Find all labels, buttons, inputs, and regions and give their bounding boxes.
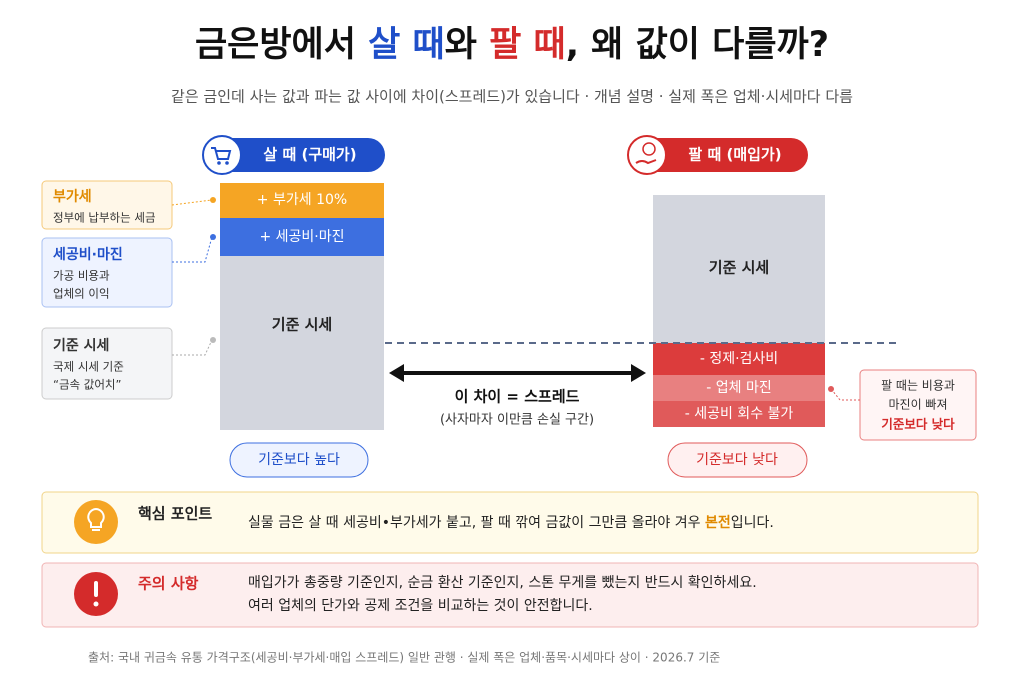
source: 출처: 국내 귀금속 유통 가격구조(세공비·부가세·매입 스프레드) 일반 관…: [88, 650, 720, 665]
callout-text: “금속 값어치”: [53, 378, 121, 392]
key-point-box: [41, 491, 979, 554]
callout: [859, 369, 977, 441]
spread-note: (사자마자 이만큼 손실 구간): [440, 413, 594, 428]
cart-icon: [225, 161, 229, 165]
text-part: 실물 금은 살 때 세공비•부가세가 붙고, 팔 때 깎여 금값이 그만큼 올라…: [248, 515, 705, 531]
text-part: 입니다.: [731, 515, 774, 531]
title: 금은방에서 살 때와 팔 때, 왜 값이 다를까?: [195, 25, 829, 65]
sell-header: [628, 138, 808, 172]
bulb-icon: [74, 500, 118, 544]
margin-segment: [220, 218, 384, 256]
callout-text: 마진이 빠져: [888, 398, 947, 412]
callout-text: 정부에 납부하는 세금: [53, 211, 156, 225]
caution-text: 매입가가 총중량 기준인지, 순금 환산 기준인지, 스톤 무게를 뺐는지 반드…: [248, 575, 757, 591]
title-part: 금은방에서: [195, 25, 368, 65]
callout-title: 세공비·마진: [53, 246, 123, 263]
badge-label: 기준보다 높다: [258, 452, 340, 468]
callout-text: 국제 시세 기준: [53, 360, 124, 374]
callout-title: 기준 시세: [53, 338, 109, 354]
cart-icon: [202, 135, 242, 175]
title-sell: 팔 때: [489, 25, 566, 65]
connector: [172, 236, 213, 263]
segment-label: + 세공비·마진: [259, 229, 344, 245]
deduction-segment: [653, 375, 825, 401]
warning-icon: [94, 581, 98, 597]
cart-icon: [217, 161, 221, 165]
sell-label: 팔 때 (매입가): [688, 146, 781, 164]
sell-badge: [667, 442, 808, 478]
segment-label: 기준 시세: [709, 259, 769, 277]
deduction-segment: [653, 343, 825, 375]
callout-text: 팔 때는 비용과: [881, 379, 955, 393]
callout-text: 업체의 이익: [53, 287, 110, 301]
caution-box: [41, 562, 979, 628]
badge-label: 기준보다 낮다: [696, 452, 778, 468]
segment-label: - 업체 마진: [706, 380, 771, 396]
key-point-title: 핵심 포인트: [138, 505, 212, 523]
title-part: 와: [445, 25, 489, 65]
buy-header: [205, 138, 385, 172]
base-segment: [653, 195, 825, 343]
title-buy: 살 때: [368, 25, 445, 65]
connector: [172, 339, 213, 356]
buy-label: 살 때 (구매가): [263, 146, 356, 164]
sell-icon: [635, 159, 657, 165]
connector-dot: [210, 197, 216, 203]
sell-icon: [642, 142, 656, 156]
callout: [41, 327, 173, 400]
cart-icon: [211, 147, 232, 160]
base-segment: [220, 256, 384, 430]
connector-dot: [210, 234, 216, 240]
spread-label: 이 차이 = 스프레드: [455, 388, 580, 406]
callout: [41, 237, 173, 308]
callout-title: 부가세: [53, 189, 92, 205]
caution-text: 여러 업체의 단가와 공제 조건을 비교하는 것이 안전합니다.: [248, 598, 593, 614]
key-point-text: 실물 금은 살 때 세공비•부가세가 붙고, 팔 때 깎여 금값이 그만큼 올라…: [248, 514, 774, 531]
deduction-segment: [653, 401, 825, 427]
connector: [831, 389, 860, 401]
segment-label: 기준 시세: [272, 316, 332, 334]
segment-label: - 세공비 회수 불가: [685, 406, 794, 422]
connector-dot: [828, 386, 834, 392]
vat-segment: [220, 183, 384, 218]
buy-badge: [229, 442, 369, 478]
callout-text: 가공 비용과: [53, 269, 110, 283]
connector-dot: [210, 337, 216, 343]
segment-label: + 부가세 10%: [257, 192, 347, 208]
title-part: , 왜 값이 다를까?: [566, 25, 829, 65]
warning-icon: [93, 601, 99, 607]
segment-label: - 정제·검사비: [700, 351, 778, 367]
connector: [171, 199, 213, 206]
caution-title: 주의 사항: [138, 575, 199, 593]
callout-emphasis: 기준보다 낮다: [881, 417, 955, 432]
text-emphasis: 본전: [705, 514, 731, 531]
subtitle: 같은 금인데 사는 값과 파는 값 사이에 차이(스프레드)가 있습니다 · 개…: [171, 88, 853, 106]
bulb-icon: [87, 507, 105, 531]
